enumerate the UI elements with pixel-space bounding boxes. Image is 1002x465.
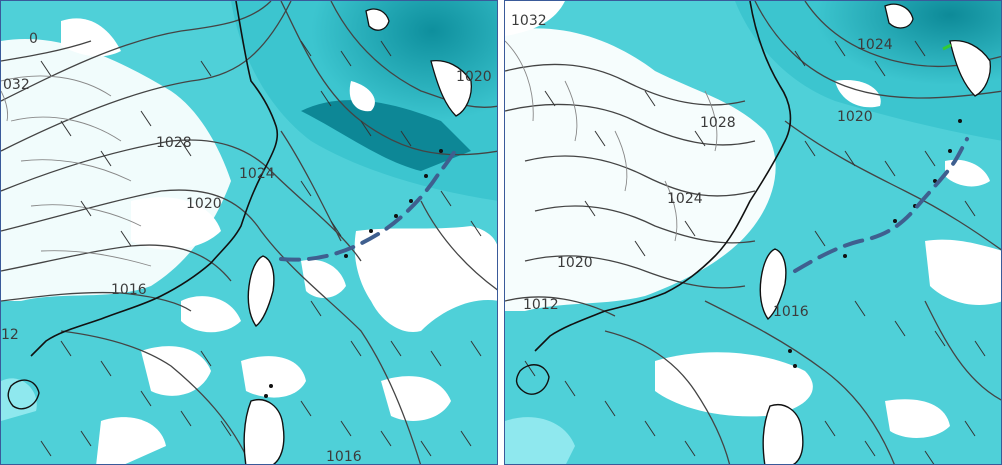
isobar-label: 1028 — [156, 135, 192, 151]
left-map-panel: 032 0 1028 1024 1020 1020 1016 12 1016 — [0, 0, 498, 465]
isobar-label: 1016 — [326, 449, 362, 465]
isobar-label: 1028 — [700, 115, 736, 131]
coastline-china — [30, 1, 279, 357]
island-luzon — [243, 399, 285, 464]
isobar-label: 1020 — [837, 109, 873, 125]
isobar-label: 1020 — [557, 255, 593, 271]
isobar-label: 1016 — [773, 304, 809, 320]
isobar-label: 1020 — [456, 69, 492, 85]
isobar-label: 1016 — [111, 282, 147, 298]
isobar-label: 1012 — [523, 297, 559, 313]
isobar-label: 0 — [29, 31, 38, 47]
dry-region-ocean — [925, 239, 1001, 306]
isobar-label: 1020 — [186, 196, 222, 212]
isobar-label: 12 — [1, 327, 19, 343]
isobar-label: 1032 — [511, 13, 547, 29]
island-kyushu — [949, 40, 991, 97]
island-korea-tip — [884, 3, 914, 29]
coastline-china — [534, 1, 792, 352]
moisture-dark-band — [735, 1, 1001, 141]
wind-barbs — [524, 40, 986, 464]
isobar-label: 1024 — [857, 37, 893, 53]
right-map-panel: 1032 1024 1028 1020 1024 1020 1012 1016 — [504, 0, 1002, 465]
stationary-front — [279, 144, 461, 262]
right-map-canvas: 1032 1024 1028 1020 1024 1020 1012 1016 — [505, 1, 1001, 464]
isobars — [1, 1, 497, 464]
island-taiwan — [759, 248, 787, 321]
island-hainan — [515, 364, 550, 395]
isobars — [505, 1, 1001, 464]
island-taiwan — [247, 255, 275, 327]
island-hainan — [7, 379, 40, 410]
isobar-label: 032 — [3, 77, 30, 93]
ryukyu-islands — [788, 119, 962, 368]
stationary-front — [793, 137, 969, 273]
island-kyushu — [430, 60, 472, 117]
ryukyu-islands — [264, 149, 443, 398]
island-luzon — [762, 404, 804, 464]
left-map-canvas: 032 0 1028 1024 1020 1020 1016 12 1016 — [1, 1, 497, 465]
isobar-label: 1024 — [239, 166, 275, 182]
island-korea-tip — [365, 8, 390, 31]
dry-region-ocean — [354, 226, 497, 332]
isobar-label: 1024 — [667, 191, 703, 207]
wind-barbs — [40, 40, 482, 457]
